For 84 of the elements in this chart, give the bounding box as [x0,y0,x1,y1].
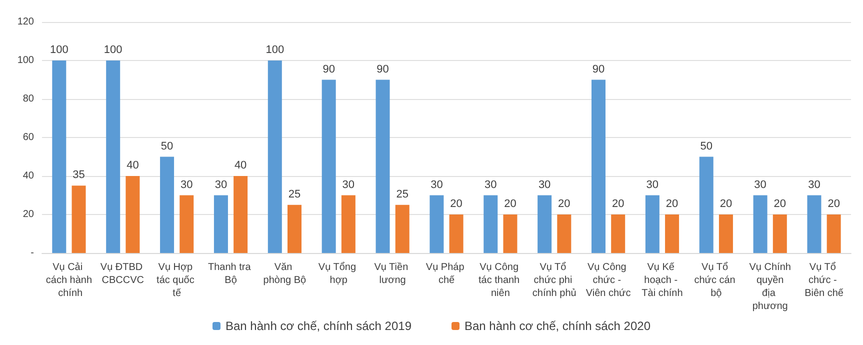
data-label: 20 [828,198,840,210]
bar [449,214,464,253]
bar [322,80,336,253]
legend-label: Ban hành cơ chế, chính sách 2019 [226,319,412,333]
data-label: 25 [396,188,408,200]
bar [592,80,606,253]
bar [645,195,660,253]
data-label: 90 [376,63,389,76]
data-label: 90 [322,63,335,76]
data-label: 30 [180,178,193,191]
data-label: 30 [808,178,820,191]
bar [214,195,228,253]
bar [826,214,841,253]
data-label: 100 [266,44,284,56]
y-tick-label: 100 [17,55,34,66]
bar [807,195,822,253]
legend-label: Ban hành cơ chế, chính sách 2020 [464,319,651,333]
data-label: 50 [700,140,712,152]
bar [180,195,194,253]
bar [665,214,680,253]
bar [72,186,86,253]
x-tick-label: Vụ Công chức - Viên chức [586,262,631,299]
data-label: 25 [288,188,301,200]
data-label: 20 [774,198,786,210]
x-tick-label: Vụ Tiền lương [374,262,411,286]
data-label: 20 [450,198,462,210]
bar [772,214,787,253]
bar [611,214,626,253]
y-tick-label: 80 [22,94,34,104]
bar [430,195,444,253]
x-tick-label: Vụ Tổ chức cán bộ [694,261,738,299]
y-tick-label: 40 [22,170,34,182]
x-tick-label: Vụ Hợp tác quốc tế [156,262,198,299]
data-label: 30 [342,178,355,191]
data-label: 90 [592,63,605,76]
x-tick-label: Vụ Tổ chức phi chính phủ [532,261,576,299]
x-tick-label: Vụ Kế hoạch - Tài chính [642,262,683,299]
x-tick-label: Thanh tra Bộ [208,262,254,286]
x-tick-label: Vụ ĐTBD CBCCVC [100,262,146,286]
bar [718,214,733,253]
data-label: 30 [646,178,659,191]
x-tick-label: Văn phòng Bộ [263,262,307,286]
bar [234,176,248,253]
y-tick-label: 120 [17,16,34,28]
bar [126,176,140,253]
data-label: 100 [104,44,122,56]
bar [288,204,302,253]
x-tick-label: Vụ Tổng hợp [318,261,359,286]
data-label: 20 [504,198,516,210]
data-label: 20 [666,198,678,210]
data-label: 40 [126,160,139,172]
bar [484,195,498,253]
x-tick-label: Vụ Công tác thanh niên [478,262,522,299]
bar [699,156,714,253]
y-tick-label: 60 [22,132,34,143]
data-label: 100 [50,44,68,56]
data-label: 30 [538,178,551,191]
data-label: 35 [72,169,85,182]
x-tick-label: Vụ Cải cách hành chính [46,262,92,299]
x-tick-label: Vụ Chính quyền địa phương [749,262,791,312]
data-label: 30 [754,178,766,191]
data-label: 20 [558,198,570,210]
x-tick-label: Vụ Tổ chức - Biên chế [804,261,844,299]
x-tick-label: Vụ Pháp chế [426,262,468,286]
bar [753,195,768,253]
y-tick-label: 20 [22,209,34,220]
data-label: 30 [430,178,443,191]
data-label: 50 [160,140,174,152]
bar [52,60,66,253]
bar [557,214,572,253]
bar [395,204,410,253]
bar [160,156,174,253]
data-label: 20 [612,198,624,210]
data-label: 20 [720,198,732,210]
bar [538,195,552,253]
data-label: 30 [214,178,228,191]
bar [376,80,390,253]
bar [503,214,518,253]
data-label: 40 [234,160,247,172]
y-tick-label: - [30,248,34,258]
data-label: 30 [484,178,497,191]
bar [268,60,282,253]
bar [341,195,356,253]
bar [106,60,120,253]
